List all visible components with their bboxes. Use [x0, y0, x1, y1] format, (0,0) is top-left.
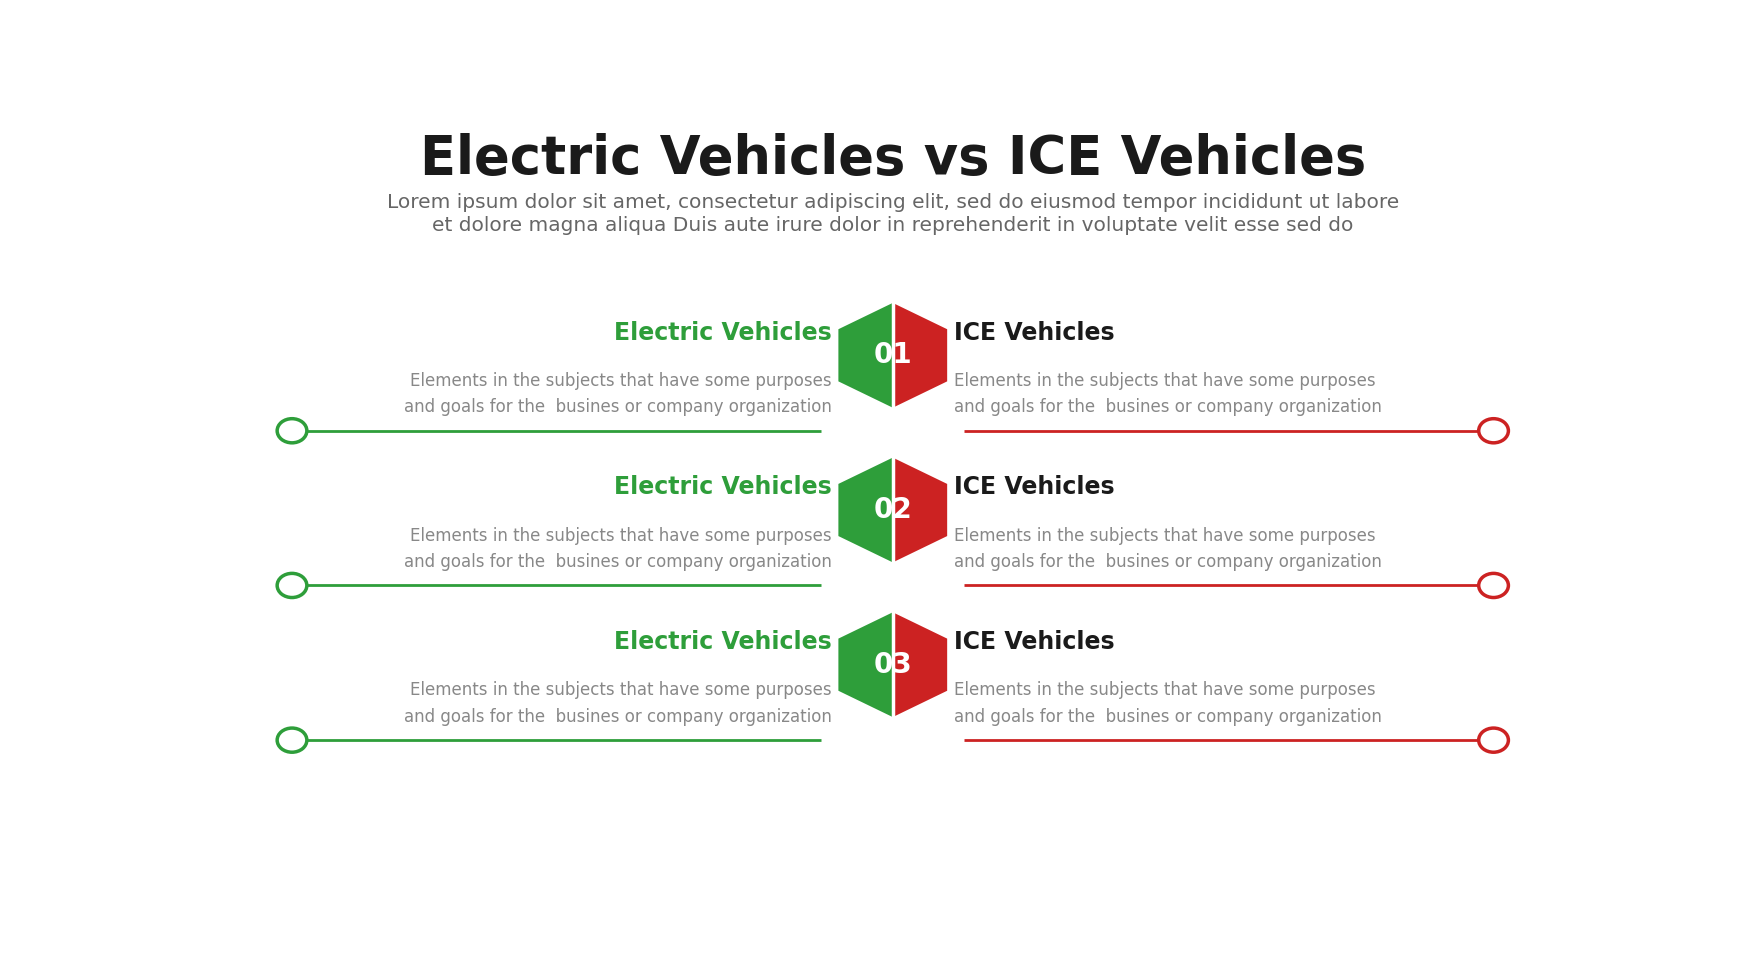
Text: Lorem ipsum dolor sit amet, consectetur adipiscing elit, sed do eiusmod tempor i: Lorem ipsum dolor sit amet, consectetur … — [387, 193, 1399, 213]
Text: Elements in the subjects that have some purposes
and goals for the  busines or c: Elements in the subjects that have some … — [953, 681, 1381, 725]
Text: Electric Vehicles vs ICE Vehicles: Electric Vehicles vs ICE Vehicles — [420, 133, 1366, 185]
Polygon shape — [892, 456, 949, 564]
Text: Elements in the subjects that have some purposes
and goals for the  busines or c: Elements in the subjects that have some … — [953, 371, 1381, 416]
Text: ICE Vehicles: ICE Vehicles — [953, 630, 1115, 654]
Polygon shape — [836, 456, 892, 564]
Text: 01: 01 — [873, 341, 913, 369]
Text: ICE Vehicles: ICE Vehicles — [953, 320, 1115, 345]
Text: 02: 02 — [873, 496, 913, 524]
Ellipse shape — [277, 728, 307, 753]
Polygon shape — [892, 301, 949, 410]
Text: Electric Vehicles: Electric Vehicles — [615, 630, 833, 654]
Ellipse shape — [1479, 728, 1509, 753]
Polygon shape — [892, 611, 949, 719]
Text: Elements in the subjects that have some purposes
and goals for the  busines or c: Elements in the subjects that have some … — [953, 526, 1381, 571]
Ellipse shape — [277, 573, 307, 598]
Polygon shape — [836, 301, 892, 410]
Text: ICE Vehicles: ICE Vehicles — [953, 475, 1115, 500]
Text: 03: 03 — [873, 651, 913, 679]
Text: Electric Vehicles: Electric Vehicles — [615, 320, 833, 345]
Text: Electric Vehicles: Electric Vehicles — [615, 475, 833, 500]
Ellipse shape — [1479, 418, 1509, 443]
Text: Elements in the subjects that have some purposes
and goals for the  busines or c: Elements in the subjects that have some … — [404, 681, 833, 725]
Ellipse shape — [1479, 573, 1509, 598]
Text: Elements in the subjects that have some purposes
and goals for the  busines or c: Elements in the subjects that have some … — [404, 371, 833, 416]
Ellipse shape — [277, 418, 307, 443]
Text: Elements in the subjects that have some purposes
and goals for the  busines or c: Elements in the subjects that have some … — [404, 526, 833, 571]
Polygon shape — [836, 611, 892, 719]
Text: et dolore magna aliqua Duis aute irure dolor in reprehenderit in voluptate velit: et dolore magna aliqua Duis aute irure d… — [432, 216, 1354, 235]
